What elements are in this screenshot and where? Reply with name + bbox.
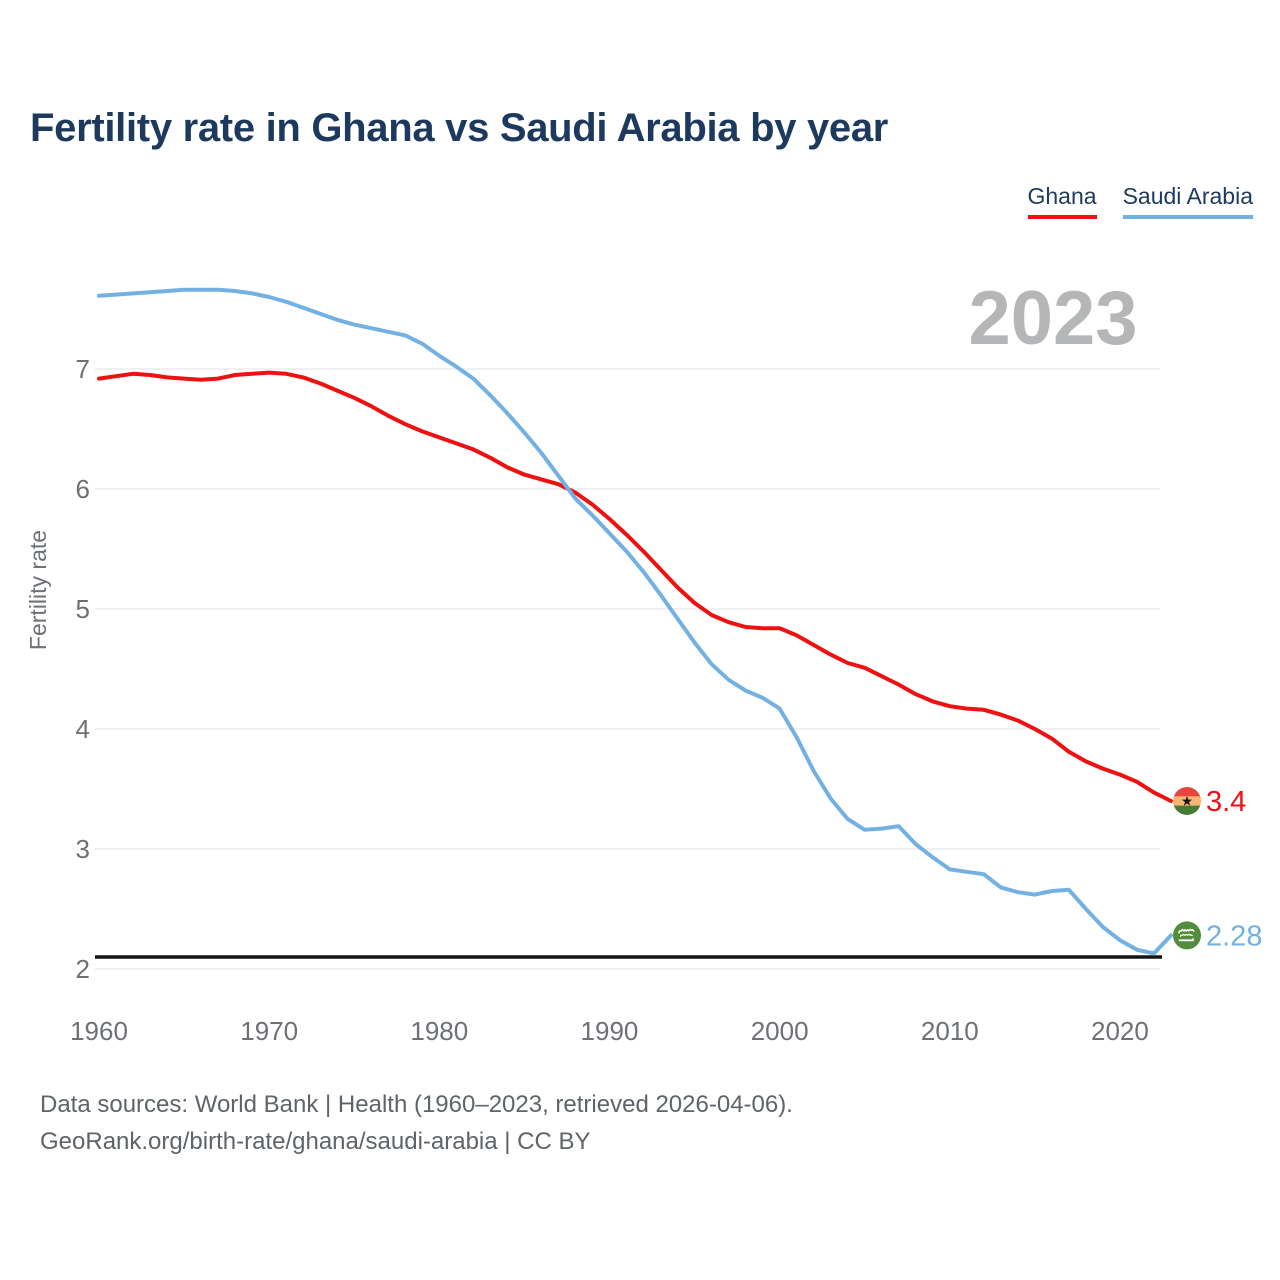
y-axis-title: Fertility rate (25, 530, 51, 650)
chart-footer: Data sources: World Bank | Health (1960–… (40, 1086, 793, 1160)
x-tick-label: 2020 (1091, 1016, 1149, 1046)
x-tick-label: 2000 (751, 1016, 809, 1046)
x-tick-label: 1990 (581, 1016, 639, 1046)
y-tick-label: 4 (76, 714, 90, 744)
series-line-saudi_arabia (97, 287, 1173, 956)
data-sources-line: Data sources: World Bank | Health (1960–… (40, 1091, 793, 1118)
ghana-flag-icon (1173, 787, 1201, 815)
x-tick-label: 1980 (410, 1016, 468, 1046)
attribution-line: GeoRank.org/birth-rate/ghana/saudi-arabi… (40, 1128, 591, 1155)
end-value-label-ghana: 3.4 (1206, 786, 1246, 818)
page-title: Fertility rate in Ghana vs Saudi Arabia … (30, 106, 889, 150)
y-tick-label: 3 (76, 834, 90, 864)
x-tick-label: 2010 (921, 1016, 979, 1046)
series-line-ghana (97, 370, 1173, 803)
x-tick-label: 1960 (70, 1016, 128, 1046)
saudi-arabia-flag-icon (1173, 921, 1201, 950)
legend-item-saudi-arabia[interactable]: Saudi Arabia (1122, 183, 1253, 219)
y-tick-label: 5 (76, 594, 90, 624)
x-tick-label: 1970 (240, 1016, 298, 1046)
end-value-label-saudi_arabia: 2.28 (1206, 920, 1262, 952)
legend: Ghana Saudi Arabia (1027, 183, 1253, 219)
y-tick-label: 6 (76, 474, 90, 504)
legend-item-ghana[interactable]: Ghana (1027, 183, 1097, 219)
watermark-year: 2023 (968, 276, 1137, 361)
y-tick-label: 7 (76, 354, 90, 384)
y-tick-label: 2 (76, 954, 90, 984)
